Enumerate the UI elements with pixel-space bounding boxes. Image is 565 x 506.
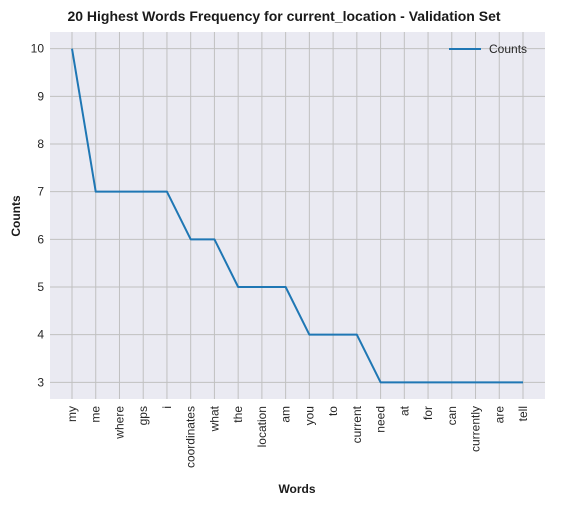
x-tick-label: are: [492, 406, 506, 424]
x-tick-label: gps: [136, 406, 150, 425]
x-tick-label: i: [160, 406, 174, 409]
legend: Counts: [449, 42, 527, 56]
x-tick-label: my: [65, 406, 79, 422]
grid-lines: [50, 32, 545, 399]
chart-title: 20 Highest Words Frequency for current_l…: [67, 8, 500, 24]
y-axis-label: Counts: [9, 195, 23, 237]
y-tick-label: 9: [37, 89, 44, 103]
x-tick-label: where: [112, 406, 126, 440]
y-tick-label: 6: [37, 232, 44, 246]
y-tick-label: 10: [31, 42, 45, 56]
x-tick-label: to: [326, 406, 340, 416]
x-tick-label: location: [255, 406, 269, 447]
plot-area: [50, 32, 545, 399]
series-line-counts: [71, 48, 523, 384]
x-tick-label: coordinates: [184, 406, 198, 468]
x-tick-label: me: [89, 406, 103, 423]
y-tick-label: 4: [37, 328, 44, 342]
x-tick-label: currently: [469, 406, 483, 452]
legend-label-counts: Counts: [489, 42, 527, 56]
x-tick-label: the: [231, 406, 245, 423]
x-axis-label: Words: [278, 482, 315, 496]
x-tick-label: am: [279, 406, 293, 423]
x-tick-label: what: [207, 405, 221, 432]
y-axis-ticks: 3 4 5 6 7 8 9 10: [31, 42, 45, 390]
y-tick-label: 8: [37, 137, 44, 151]
x-tick-label: for: [421, 406, 435, 420]
x-tick-label: at: [397, 405, 411, 416]
y-tick-label: 7: [37, 185, 44, 199]
y-tick-label: 3: [37, 375, 44, 389]
x-tick-label: need: [374, 406, 388, 433]
x-tick-label: tell: [516, 406, 530, 421]
y-tick-label: 5: [37, 280, 44, 294]
x-tick-label: you: [302, 406, 316, 425]
x-tick-label: can: [445, 406, 459, 425]
x-tick-label: current: [350, 405, 364, 443]
x-axis-ticks: my me where gps i coordinates what the location a…: [65, 405, 530, 468]
